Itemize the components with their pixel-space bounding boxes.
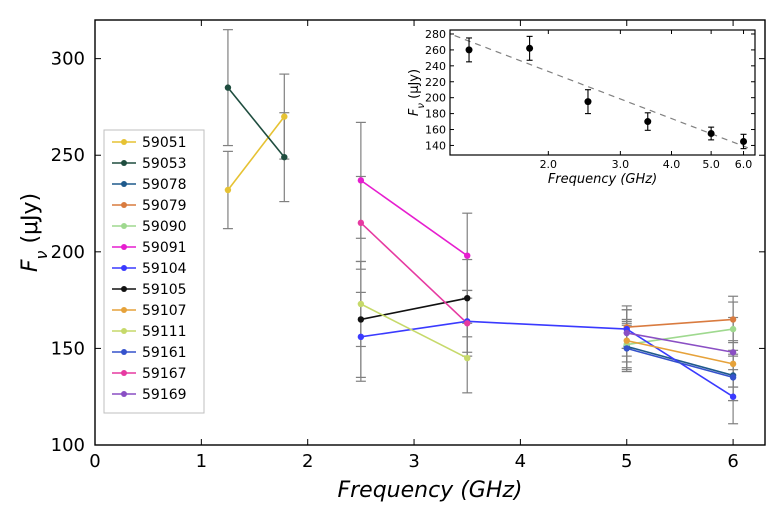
inset-ylabel: Fν (μJy) (407, 69, 427, 116)
legend-label: 59104 (142, 261, 187, 277)
inset-ytick-label: 260 (425, 44, 446, 57)
series-line (627, 319, 733, 327)
inset-ytick-label: 220 (425, 76, 446, 89)
marker (358, 220, 364, 226)
legend-label: 59161 (142, 345, 187, 361)
inset-ytick-label: 280 (425, 28, 446, 41)
series-line (228, 117, 284, 190)
legend-label: 59090 (142, 219, 187, 235)
legend-label: 59079 (142, 198, 187, 214)
marker (730, 374, 736, 380)
xlabel: Frequency (GHz) (337, 478, 522, 503)
legend-label: 59091 (142, 240, 187, 256)
xtick-label: 2 (302, 451, 313, 472)
inset-marker (644, 118, 651, 125)
marker (281, 154, 287, 160)
legend-swatch-marker (121, 286, 127, 292)
series-line (361, 180, 467, 255)
legend-swatch-marker (121, 181, 127, 187)
legend-label: 59167 (142, 366, 187, 382)
ytick-label: 150 (51, 338, 85, 359)
marker (464, 320, 470, 326)
marker (464, 295, 470, 301)
inset-marker (708, 130, 715, 137)
legend-swatch-marker (121, 202, 127, 208)
marker (358, 316, 364, 322)
marker (730, 394, 736, 400)
marker (358, 334, 364, 340)
marker (624, 345, 630, 351)
inset-marker (740, 138, 747, 145)
ytick-label: 100 (51, 435, 85, 456)
inset-ytick-label: 160 (425, 124, 446, 137)
legend-swatch-marker (121, 328, 127, 334)
inset-ytick-label: 240 (425, 60, 446, 73)
xtick-label: 3 (408, 451, 419, 472)
marker (464, 355, 470, 361)
marker (624, 330, 630, 336)
marker (464, 252, 470, 258)
inset-marker (466, 46, 473, 53)
inset-xtick-label: 4.0 (663, 158, 681, 171)
inset-marker (584, 98, 591, 105)
inset-ytick-label: 180 (425, 108, 446, 121)
legend-swatch-marker (121, 370, 127, 376)
inset-xlabel: Frequency (GHz) (548, 172, 657, 187)
inset-marker (526, 45, 533, 52)
inset-ytick-label: 140 (425, 139, 446, 152)
legend-label: 59105 (142, 282, 187, 298)
marker (730, 326, 736, 332)
legend-label: 59107 (142, 303, 187, 319)
inset-xtick-label: 2.0 (540, 158, 558, 171)
legend-label: 59078 (142, 177, 187, 193)
legend-label: 59053 (142, 156, 187, 172)
ytick-label: 250 (51, 145, 85, 166)
marker (358, 177, 364, 183)
legend-swatch-marker (121, 349, 127, 355)
marker (624, 337, 630, 343)
legend-swatch-marker (121, 265, 127, 271)
inset-xtick-label: 5.0 (702, 158, 720, 171)
chart-root: 0 1 2 3 4 5 6 100 150 200 250 300 Frequency (GHz) Fν … (0, 0, 784, 514)
legend-swatch-marker (121, 139, 127, 145)
xtick-label: 5 (621, 451, 632, 472)
xtick-label: 0 (89, 451, 100, 472)
marker (225, 187, 231, 193)
legend-swatch-marker (121, 223, 127, 229)
marker (225, 84, 231, 90)
marker (730, 361, 736, 367)
inset-xtick-label: 6.0 (735, 158, 753, 171)
legend-swatch-marker (121, 160, 127, 166)
ytick-label: 200 (51, 242, 85, 263)
marker (730, 349, 736, 355)
ylabel: Fν (μJy) (18, 193, 51, 272)
legend-label: 59051 (142, 135, 187, 151)
marker (281, 113, 287, 119)
marker (730, 316, 736, 322)
legend-swatch-marker (121, 244, 127, 250)
xtick-label: 1 (196, 451, 207, 472)
series-line (228, 88, 284, 158)
xtick-label: 6 (727, 451, 738, 472)
legend-label: 59111 (142, 324, 187, 340)
legend-swatch-marker (121, 391, 127, 397)
inset-ytick-label: 200 (425, 92, 446, 105)
legend-swatch-marker (121, 307, 127, 313)
xtick-label: 4 (515, 451, 526, 472)
marker (358, 301, 364, 307)
ytick-label: 300 (51, 49, 85, 70)
series-line (361, 304, 467, 358)
legend-label: 59169 (142, 387, 187, 403)
inset-xtick-label: 3.0 (612, 158, 630, 171)
